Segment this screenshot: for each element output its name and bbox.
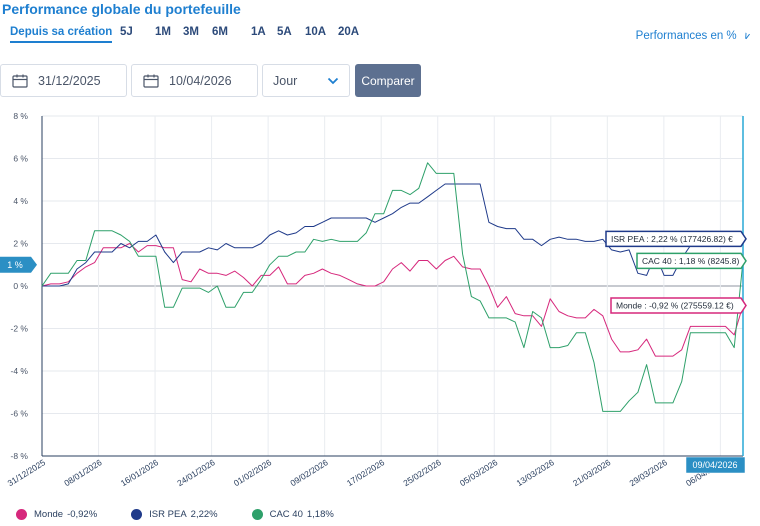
legend-dot-cac <box>251 509 263 520</box>
start-date-field[interactable]: 31/12/2025 <box>0 64 127 97</box>
period-10a[interactable]: 10A <box>305 26 327 38</box>
granularity-select[interactable]: Jour <box>262 64 350 97</box>
series-line-monde <box>41 243 744 357</box>
y-tick-label: -6 % <box>11 409 29 419</box>
tooltip-cac <box>636 252 747 270</box>
compare-button[interactable]: Comparer <box>355 64 421 97</box>
period-tabs: Depuis sa création 5J 1M 3M 6M 1A 5A 10A… <box>0 26 760 46</box>
legend-dot-monde <box>16 509 27 520</box>
granularity-value: Jour <box>273 73 298 88</box>
performance-chart[interactable]: 8 % 6 % 4 % 2 % 0 % -2 % -4 % -6 % -8 %31/12/202… <box>0 108 760 506</box>
legend-value: 2,22% <box>190 509 218 520</box>
y-tick-label: 6 % <box>13 154 28 164</box>
chart-legend: Monde -0,92% ISR PEA 2,22% CAC 40 1,18% <box>16 509 368 520</box>
legend-label: CAC 40 <box>269 509 303 520</box>
x-tick-label: 01/02/2026 <box>232 457 274 488</box>
x-tick-label: 13/03/2026 <box>514 457 556 488</box>
x-tick-label: 29/03/2026 <box>628 457 670 488</box>
y-tick-label: -4 % <box>11 366 29 376</box>
y-tick-label: 8 % <box>13 111 28 121</box>
crosshair-x-value: 09/04/2026 <box>692 460 737 470</box>
period-20a[interactable]: 20A <box>338 26 360 38</box>
y-tick-label: 0 % <box>13 281 28 291</box>
legend-item-monde[interactable]: Monde -0,92% <box>16 509 97 520</box>
legend-label: Monde <box>34 509 64 520</box>
performance-unit-dropdown[interactable]: Performances en % ∨ <box>635 30 752 43</box>
crosshair-y-value: 1 % <box>7 260 23 270</box>
legend-value: -0,92% <box>67 509 98 520</box>
x-tick-label: 31/12/2025 <box>6 457 48 488</box>
tooltip-text-isr: ISR PEA : 2,22 % (177426.82) € <box>611 234 733 244</box>
x-tick-label: 21/03/2026 <box>571 457 613 488</box>
chevron-down-icon <box>327 77 339 84</box>
legend-value: 1,18% <box>306 509 334 520</box>
legend-item-cac40[interactable]: CAC 40 1,18% <box>251 509 334 520</box>
page-title: Performance globale du portefeuille <box>2 1 241 17</box>
y-tick-label: 4 % <box>13 196 28 206</box>
series-line-cac <box>41 162 744 412</box>
x-tick-label: 16/01/2026 <box>119 457 161 488</box>
period-since-creation[interactable]: Depuis sa création <box>10 26 113 43</box>
calendar-icon <box>12 74 28 88</box>
end-date-field[interactable]: 10/04/2026 <box>131 64 258 97</box>
x-tick-label: 17/02/2026 <box>345 457 387 488</box>
start-date-value: 31/12/2025 <box>38 73 101 88</box>
legend-label: ISR PEA <box>149 509 187 520</box>
legend-item-isr-pea[interactable]: ISR PEA 2,22% <box>131 509 218 520</box>
period-6m[interactable]: 6M <box>212 26 228 38</box>
period-1a[interactable]: 1A <box>251 26 266 38</box>
tooltip-text-monde: Monde : -0,92 % (275559.12 €) <box>616 301 734 311</box>
x-tick-label: 05/03/2026 <box>458 457 500 488</box>
performance-unit-label: Performances en % <box>635 30 737 42</box>
y-tick-label: 2 % <box>13 239 28 249</box>
period-3m[interactable]: 3M <box>183 26 199 38</box>
y-tick-label: -8 % <box>11 451 29 461</box>
series-line-isr <box>42 183 744 287</box>
x-tick-label: 25/02/2026 <box>401 457 443 488</box>
end-date-value: 10/04/2026 <box>169 73 232 88</box>
crosshair-x-badge <box>685 456 746 474</box>
x-tick-label: 24/01/2026 <box>175 457 217 488</box>
period-5a[interactable]: 5A <box>277 26 292 38</box>
y-tick-label: -2 % <box>11 324 29 334</box>
x-tick-label: 08/01/2026 <box>62 457 104 488</box>
legend-dot-isr <box>131 509 143 520</box>
x-tick-label: 09/02/2026 <box>288 457 330 488</box>
crosshair-y-badge <box>0 256 37 273</box>
period-5j[interactable]: 5J <box>120 26 133 38</box>
tooltip-text-cac: CAC 40 : 1,18 % (8245.8) <box>642 256 740 266</box>
tooltip-monde <box>610 297 747 314</box>
calendar-icon <box>143 74 159 88</box>
tooltip-isr <box>605 230 747 248</box>
period-1m[interactable]: 1M <box>155 26 171 38</box>
